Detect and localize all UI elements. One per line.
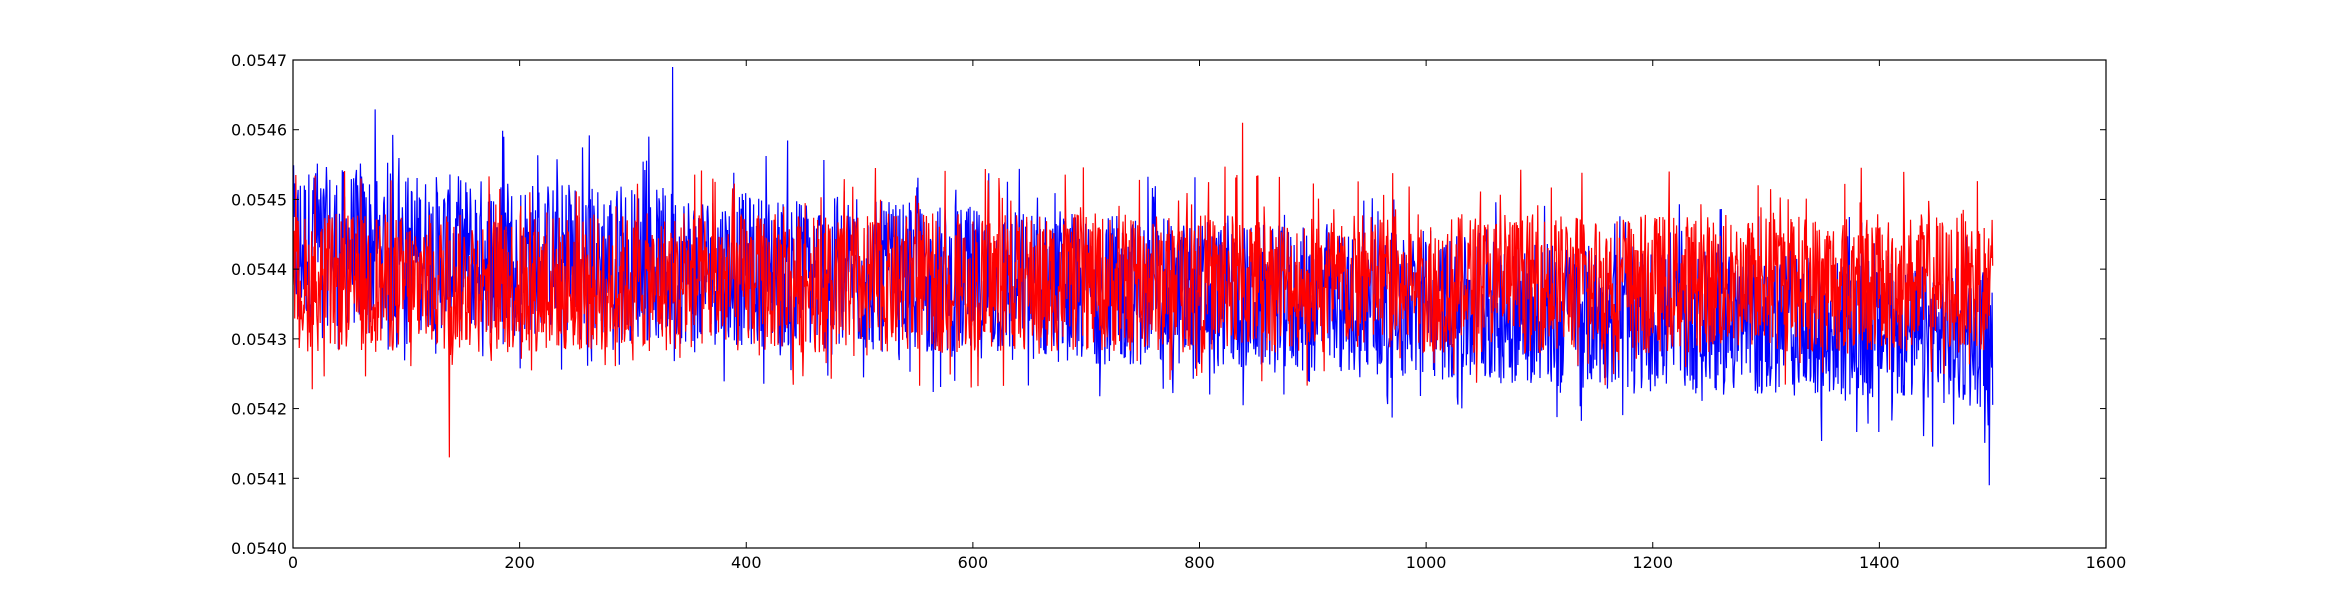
y-tick-label: 0.0546: [231, 121, 287, 140]
y-axis: 0.0540 0.0541 0.0542 0.0543 0.0544 0.0545 0.05…: [231, 51, 2106, 558]
y-tick-label: 0.0544: [231, 260, 287, 279]
series-line-2: [293, 122, 1994, 458]
x-tick-label: 0: [288, 553, 298, 572]
x-tick-label: 1400: [1859, 553, 1900, 572]
x-tick-label: 400: [731, 553, 762, 572]
y-tick-label: 0.0543: [231, 330, 287, 349]
x-tick-label: 800: [1184, 553, 1215, 572]
x-tick-label: 600: [958, 553, 989, 572]
y-tick-label: 0.0540: [231, 539, 287, 558]
y-tick-label: 0.0542: [231, 400, 287, 419]
x-tick-label: 200: [504, 553, 535, 572]
y-tick-label: 0.0545: [231, 190, 287, 209]
y-tick-label: 0.0547: [231, 51, 287, 70]
x-tick-label: 1000: [1406, 553, 1447, 572]
y-tick-label: 0.0541: [231, 469, 287, 488]
x-tick-label: 1200: [1632, 553, 1673, 572]
series-layer: [293, 66, 1994, 486]
x-tick-label: 1600: [2086, 553, 2127, 572]
x-axis: 0 200 400 600 800 1000 1200 1400 1600: [288, 60, 2126, 572]
